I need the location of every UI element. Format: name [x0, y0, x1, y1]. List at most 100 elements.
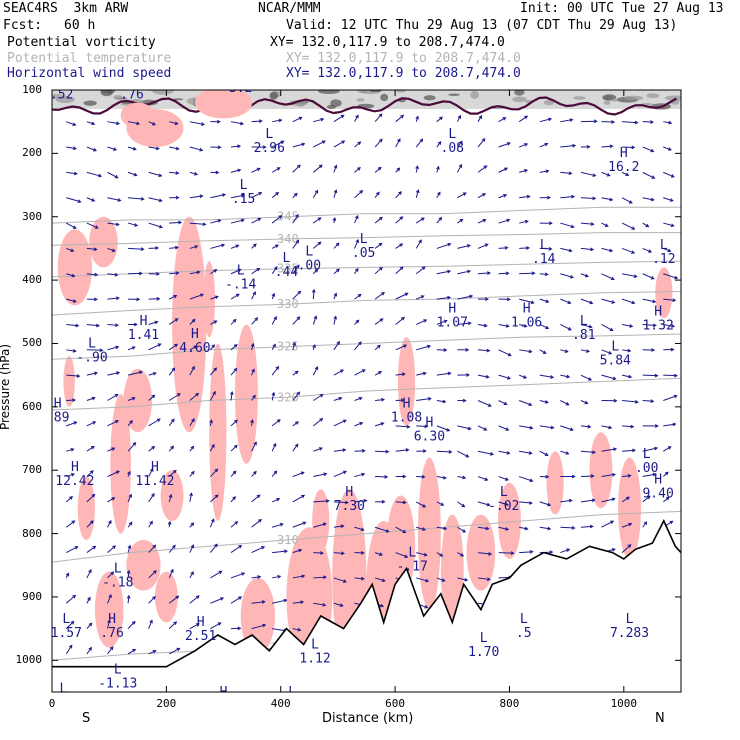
field-theta-xy: XY= 132.0,117.9 to 208.7,474.0 — [286, 51, 521, 66]
wind-vector-head — [114, 272, 119, 277]
x-tick-label: 600 — [385, 697, 406, 710]
wind-vector-head — [427, 396, 432, 401]
wind-vector — [107, 470, 120, 478]
wind-vector-head — [298, 548, 303, 553]
wind-vector — [66, 146, 76, 150]
wind-vector — [189, 366, 195, 376]
wind-vector-head — [65, 572, 70, 577]
wind-vector — [395, 344, 407, 351]
wind-vector — [374, 217, 383, 224]
wind-vector — [354, 190, 363, 199]
wind-vector — [66, 273, 75, 277]
wind-vector-head — [457, 114, 462, 119]
wind-vector — [333, 397, 342, 401]
wind-vector-head — [405, 448, 410, 452]
wind-vector — [210, 367, 217, 376]
wind-vector-head — [404, 554, 409, 559]
wind-vector-head — [502, 117, 507, 121]
wind-vector — [189, 345, 197, 351]
wind-vector — [477, 193, 486, 199]
wind-vector — [86, 421, 96, 427]
wind-vector-head — [402, 529, 407, 534]
wind-vector-head — [258, 518, 262, 523]
wind-vector-head — [92, 545, 97, 550]
wind-vector — [333, 577, 347, 583]
wind-vector-head — [283, 598, 288, 603]
stratosphere-texture — [623, 95, 644, 101]
pv-shaded-region — [546, 451, 564, 515]
wind-vector-head — [175, 171, 180, 175]
wind-vector — [272, 523, 283, 528]
wind-vector-head — [548, 117, 553, 122]
wind-vector — [621, 544, 632, 553]
wind-vector-head — [376, 191, 380, 196]
wind-vector-head — [155, 146, 160, 151]
wind-vector-head — [108, 593, 112, 598]
wind-vector-head — [465, 454, 470, 458]
wind-vector — [416, 345, 431, 351]
wind-vector-head — [238, 596, 243, 600]
wind-vector-head — [131, 346, 136, 350]
wind-vector — [189, 222, 206, 225]
wind-vector-head — [654, 373, 659, 378]
wind-vector — [107, 520, 112, 528]
wind-vector-head — [342, 419, 347, 424]
wind-vector-head — [654, 424, 659, 428]
wind-vector — [189, 121, 205, 126]
wind-vector-head — [250, 342, 255, 347]
wind-vector — [477, 272, 490, 275]
wind-vector-head — [172, 544, 176, 549]
wind-vector — [251, 217, 261, 224]
wind-vector — [251, 624, 266, 630]
wind-vector-head — [588, 377, 593, 381]
extremum-type: L — [114, 561, 122, 576]
wind-vector — [292, 521, 306, 528]
stratosphere-texture — [113, 95, 123, 100]
wind-vector — [374, 345, 381, 351]
wind-vector — [354, 294, 362, 300]
wind-vector — [271, 192, 279, 199]
wind-vector — [416, 372, 426, 376]
wind-vector — [601, 273, 615, 280]
wind-vector — [457, 270, 471, 275]
wind-vector — [148, 446, 155, 452]
fcst-value: 60 h — [64, 18, 96, 33]
wind-vector-head — [571, 526, 576, 530]
pv-shaded-region — [123, 368, 153, 433]
wind-vector — [375, 399, 385, 402]
wind-vector — [86, 372, 98, 376]
wind-vector — [374, 138, 383, 148]
wind-vector — [601, 349, 612, 355]
extremum-value: 11.42 — [135, 474, 174, 489]
wind-vector — [663, 446, 672, 452]
wind-vector-head — [524, 115, 529, 120]
theta-contour — [52, 377, 681, 411]
wind-vector-head — [233, 344, 238, 348]
wind-vector-head — [400, 398, 405, 403]
wind-vector-head — [235, 244, 240, 249]
wind-vector-head — [253, 441, 257, 446]
wind-vector-head — [211, 443, 215, 448]
wind-vector — [333, 341, 340, 351]
extremum-value: 1.12 — [299, 651, 330, 666]
wind-vector-head — [378, 138, 383, 143]
wind-vector-head — [221, 193, 227, 197]
wind-vector-head — [669, 198, 674, 202]
wind-vector-head — [71, 273, 76, 278]
wind-vector — [518, 115, 528, 123]
wind-vector — [580, 499, 595, 503]
wind-vector-head — [506, 451, 511, 455]
field-theta-name: Potential temperature — [7, 51, 172, 66]
wind-vector — [107, 121, 120, 125]
wind-vector-head — [342, 448, 347, 452]
wind-vector — [86, 247, 97, 251]
extremum-value: -1.13 — [98, 677, 137, 692]
wind-vector — [210, 597, 224, 604]
wind-vector — [642, 171, 655, 179]
wind-vector-head — [634, 120, 639, 125]
wind-vector-head — [460, 553, 465, 557]
wind-vector-head — [650, 197, 655, 202]
wind-vector-head — [566, 548, 571, 552]
extremum-type: L — [448, 127, 456, 142]
wind-vector-head — [294, 443, 299, 448]
